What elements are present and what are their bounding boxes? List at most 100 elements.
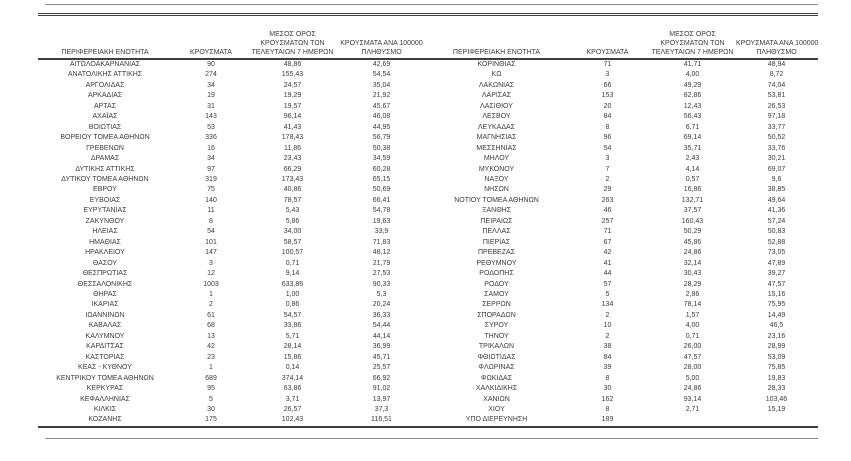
cases-cell-right: 263 — [601, 196, 614, 204]
cases-cell-right: 57 — [603, 280, 612, 288]
table-row: ΚΕΑΣ - ΚΥΘΝΟΥ 1 0,14 25,57 ΦΛΩΡΙΝΑΣ 39 2… — [38, 363, 818, 373]
table-row: ΔΥΤΙΚΗΣ ΑΤΤΙΚΗΣ 97 66,29 60,28 ΜΥΚΟΝΟΥ 7… — [38, 165, 818, 175]
per100k-cell-left: 60,28 — [372, 165, 391, 173]
region-name-cell-right: ΡΟΔΟΠΗΣ — [479, 270, 514, 278]
per100k-cell-left: 34,59 — [372, 155, 391, 163]
cases-cell-left: 75 — [207, 186, 215, 194]
table-row: ΑΙΤΩΛΟΑΚΑΡΝΑΝΙΑΣ 90 48,86 42,69 ΚΟΡΙΝΘΙΑ… — [38, 59, 818, 70]
per100k-cell-right: 47,89 — [767, 259, 786, 267]
avg7day-cell-right: 0,57 — [685, 175, 700, 183]
per100k-cell-left: 66,41 — [372, 196, 391, 204]
cases-cell-left: 274 — [205, 71, 217, 79]
region-name-cell-right: ΠΕΙΡΑΙΩΣ — [480, 217, 513, 225]
avg7day-cell-right: 2,71 — [685, 405, 700, 413]
table-row: ΕΒΡΟΥ 75 40,86 50,69 ΝΗΣΩΝ 29 16,86 38,8… — [38, 185, 818, 195]
per100k-cell-right: 57,24 — [767, 217, 786, 225]
per100k-cell-left: 54,78 — [372, 207, 391, 215]
cases-cell-right: 3 — [605, 155, 610, 163]
per100k-cell-left: 20,24 — [372, 301, 391, 309]
avg7day-cell-left: 28,14 — [283, 343, 302, 351]
cases-cell-right: 84 — [603, 353, 612, 361]
header-row: ΠΕΡΙΦΕΡΕΙΑΚΗ ΕΝΟΤΗΤΑ ΚΡΟΥΣΜΑΤΑ ΜΕΣΟΣ ΟΡΟ… — [38, 15, 818, 59]
avg7day-cell-right: 47,57 — [683, 353, 702, 361]
region-name-cell-right: ΠΙΕΡΙΑΣ — [482, 238, 511, 246]
avg7day-cell-left: 1,00 — [285, 290, 300, 298]
per100k-cell-left: 13,97 — [372, 395, 391, 403]
region-name-cell-left: ΚΑΒΑΛΑΣ — [88, 322, 122, 330]
avg7day-cell-left: 19,29 — [283, 92, 302, 100]
region-name-cell-right: ΣΥΡΟΥ — [484, 322, 509, 330]
cases-cell-left: 8 — [209, 217, 213, 225]
cases-cell-left: 13 — [207, 332, 215, 340]
table-row: ΓΡΕΒΕΝΩΝ 16 11,86 50,38 ΜΕΣΣΗΝΙΑΣ 54 35,… — [38, 144, 818, 154]
avg7day-cell-right: 6,71 — [685, 123, 700, 131]
region-name-cell-right: ΦΘΙΩΤΙΔΑΣ — [477, 353, 516, 361]
per100k-cell-right: 47,57 — [767, 280, 786, 288]
region-name-cell-right: ΡΟΔΟΥ — [484, 280, 509, 288]
region-name-cell-left: ΙΩΑΝΝΙΝΩΝ — [85, 311, 125, 319]
cases-cell-left: 90 — [207, 61, 215, 68]
avg7day-cell-left: 19,57 — [283, 102, 302, 110]
region-name-cell-right: ΝΟΤΙΟΥ ΤΟΜΕΑ ΑΘΗΝΩΝ — [454, 196, 539, 204]
region-name-cell-left: ΘΕΣΠΡΩΤΙΑΣ — [82, 270, 128, 278]
cases-cell-left: 319 — [205, 175, 217, 183]
region-name-cell-left: ΑΡΤΑΣ — [93, 102, 117, 110]
avg7day-cell-right: 28,00 — [683, 364, 702, 372]
col-header-per100k-left: ΚΡΟΥΣΜΑΤΑ ΑΝΑ 100000 ΠΛΗΘΥΣΜΟ — [340, 40, 423, 56]
regional-cases-table: ΠΕΡΙΦΕΡΕΙΑΚΗ ΕΝΟΤΗΤΑ ΚΡΟΥΣΜΑΤΑ ΜΕΣΟΣ ΟΡΟ… — [38, 13, 818, 428]
region-name-cell-left: ΗΡΑΚΛΕΙΟΥ — [85, 249, 125, 257]
avg7day-cell-right: 28,29 — [683, 280, 702, 288]
table-body: ΑΙΤΩΛΟΑΚΑΡΝΑΝΙΑΣ 90 48,86 42,69 ΚΟΡΙΝΘΙΑ… — [38, 59, 818, 427]
cases-cell-left: 1 — [209, 290, 213, 298]
table-row: ΙΩΑΝΝΙΝΩΝ 61 54,57 36,33 ΣΠΟΡΑΔΩΝ 2 1,57… — [38, 311, 818, 321]
region-name-cell-left: ΑΡΚΑΔΙΑΣ — [87, 92, 123, 100]
cases-cell-left: 97 — [207, 165, 215, 173]
per100k-cell-left: 21,79 — [372, 259, 391, 267]
table-header: ΠΕΡΙΦΕΡΕΙΑΚΗ ΕΝΟΤΗΤΑ ΚΡΟΥΣΜΑΤΑ ΜΕΣΟΣ ΟΡΟ… — [38, 15, 818, 59]
cases-cell-right: 134 — [601, 301, 614, 309]
per100k-cell-right: 28,99 — [767, 343, 786, 351]
avg7day-cell-right: 82,86 — [683, 92, 702, 100]
col-header-avg7day-right: ΜΕΣΟΣ ΟΡΟΣ ΚΡΟΥΣΜΑΤΩΝ ΤΩΝ ΤΕΛΕΥΤΑΙΩΝ 7 Η… — [651, 31, 734, 56]
avg7day-cell-right: 5,00 — [685, 374, 700, 382]
region-name-cell-right: ΜΕΣΣΗΝΙΑΣ — [476, 144, 517, 152]
col-header-region-right: ΠΕΡΙΦΕΡΕΙΑΚΗ ΕΝΟΤΗΤΑ — [452, 49, 541, 56]
table-row: ΑΡΤΑΣ 31 19,57 45,67 ΛΑΣΙΘΙΟΥ 20 12,43 2… — [38, 102, 818, 112]
table-row: ΘΕΣΣΑΛΟΝΙΚΗΣ 1003 633,86 90,33 ΡΟΔΟΥ 57 … — [38, 280, 818, 290]
avg7day-cell-right: 49,29 — [683, 81, 702, 89]
table-row: ΘΗΡΑΣ 1 1,00 5,3 ΣΑΜΟΥ 5 2,86 15,16 — [38, 290, 818, 300]
table-row: ΚΕΝΤΡΙΚΟΥ ΤΟΜΕΑ ΑΘΗΝΩΝ 689 374,14 66,92 … — [38, 374, 818, 384]
per100k-cell-right: 8,72 — [769, 71, 784, 79]
region-name-cell-right: ΜΑΓΝΗΣΙΑΣ — [476, 134, 517, 142]
region-name-cell-right: ΜΗΛΟΥ — [483, 155, 510, 163]
table-row: ΒΟΙΩΤΙΑΣ 53 41,43 44,95 ΛΕΥΚΑΔΑΣ 8 6,71 … — [38, 123, 818, 133]
region-name-cell-right: ΝΑΞΟΥ — [484, 175, 509, 183]
per100k-cell-left: 33,9 — [374, 228, 389, 236]
avg7day-cell-right: 93,14 — [683, 395, 702, 403]
cases-cell-left: 54 — [207, 228, 215, 236]
per100k-cell-left: 44,14 — [372, 332, 391, 340]
per100k-cell-left: 90,33 — [372, 280, 391, 288]
per100k-cell-right: 26,53 — [767, 102, 786, 110]
avg7day-cell-left: 100,57 — [281, 249, 304, 257]
per100k-cell-right: 53,81 — [767, 92, 786, 100]
per100k-cell-right — [735, 415, 818, 426]
avg7day-cell-right: 4,00 — [685, 322, 700, 330]
avg7day-cell-right: 45,86 — [683, 238, 702, 246]
avg7day-cell-left: 15,86 — [283, 353, 302, 361]
per100k-cell-right: 75,85 — [767, 364, 786, 372]
region-name-cell-right: ΤΗΝΟΥ — [484, 332, 509, 340]
avg7day-cell-right: 24,86 — [683, 385, 702, 393]
region-name-cell-right: ΜΥΚΟΝΟΥ — [478, 165, 515, 173]
per100k-cell-right: 50,83 — [767, 228, 786, 236]
cases-cell-left: 31 — [207, 102, 215, 110]
region-name-cell-right: ΛΑΚΩΝΙΑΣ — [478, 81, 515, 89]
per100k-cell-left: 45,71 — [372, 353, 391, 361]
table-row: ΕΥΡΥΤΑΝΙΑΣ 11 5,43 54,78 ΞΑΝΘΗΣ 46 37,57… — [38, 206, 818, 216]
avg7day-cell-left: 41,43 — [283, 123, 302, 131]
avg7day-cell-left: 23,43 — [283, 155, 302, 163]
avg7day-cell-right: 26,00 — [683, 343, 702, 351]
cases-cell-left: 53 — [207, 123, 215, 131]
cases-cell-right: 10 — [603, 322, 612, 330]
